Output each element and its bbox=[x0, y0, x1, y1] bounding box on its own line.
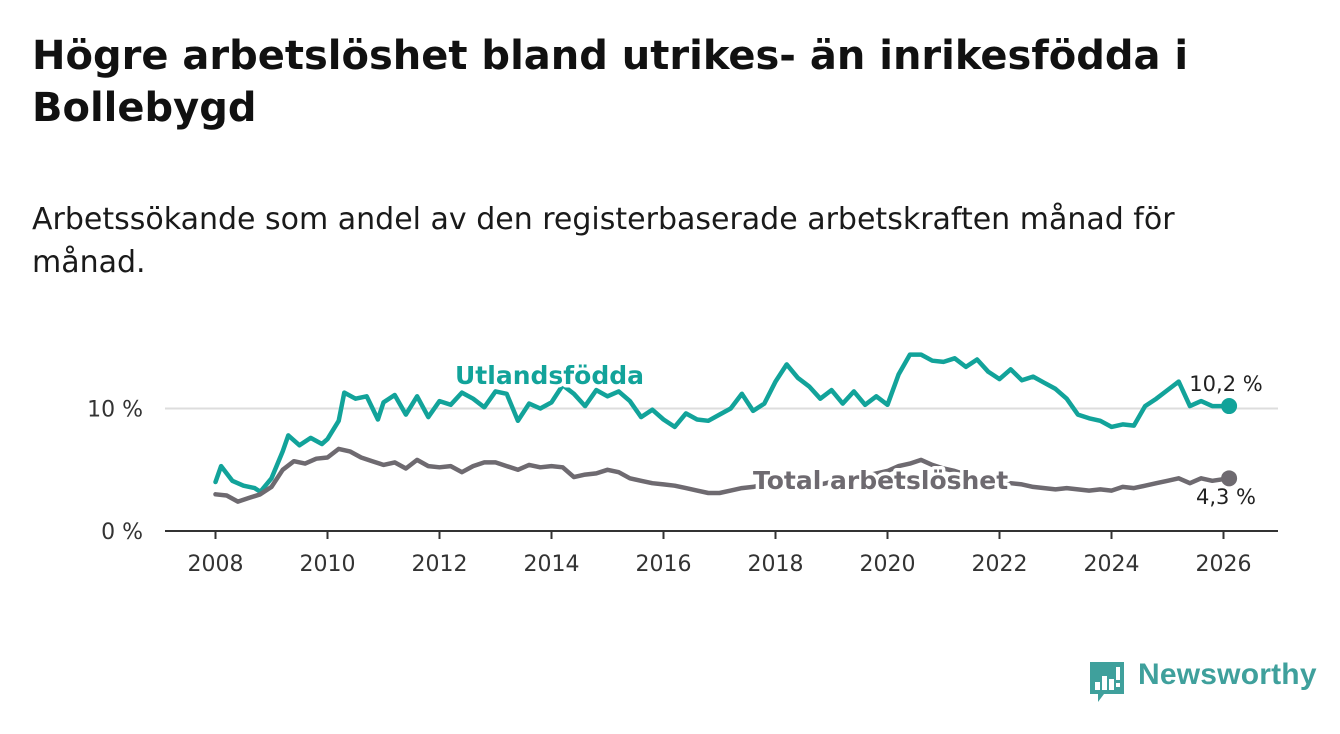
total-end-label: 4,3 % bbox=[1196, 485, 1256, 509]
bar-chart-icon bbox=[1090, 662, 1124, 702]
x-tick-label: 2026 bbox=[1196, 552, 1252, 577]
series-lines bbox=[213, 352, 1238, 504]
utlandsfodda-end-label: 10,2 % bbox=[1189, 372, 1262, 396]
x-tick-label: 2014 bbox=[524, 552, 580, 577]
x-tick-label: 2018 bbox=[748, 552, 804, 577]
chart-title: Högre arbetslöshet bland utrikes- än inr… bbox=[32, 33, 1189, 131]
utlandsfodda-line bbox=[213, 352, 1232, 495]
axes: 0 % 10 % 2008 2010 2012 2014 2016 2018 2020 2022 2… bbox=[87, 398, 1278, 577]
x-tick-label: 2016 bbox=[636, 552, 692, 577]
utlandsfodda-end-marker bbox=[1221, 398, 1238, 415]
y-tick-label: 0 % bbox=[101, 520, 143, 545]
total-end-marker bbox=[1221, 470, 1238, 487]
y-tick-label: 10 % bbox=[87, 398, 143, 423]
x-tick-label: 2024 bbox=[1084, 552, 1140, 577]
x-tick-label: 2008 bbox=[188, 552, 244, 577]
total-series-label: Total arbetslöshet bbox=[753, 466, 1008, 495]
brand-name: Newsworthy bbox=[1138, 658, 1317, 691]
utlandsfodda-series-label: Utlandsfödda bbox=[455, 361, 644, 390]
x-tick-label: 2022 bbox=[972, 552, 1028, 577]
series-labels: Utlandsfödda Total arbetslöshet 10,2 % 4,3 … bbox=[452, 358, 1266, 512]
newsworthy-logo bbox=[1090, 662, 1124, 702]
total-line bbox=[213, 446, 1232, 504]
chart-subtitle: Arbetssökande som andel av den registerb… bbox=[32, 202, 1175, 280]
x-tick-label: 2020 bbox=[860, 552, 916, 577]
x-tick-label: 2010 bbox=[300, 552, 356, 577]
x-tick-label: 2012 bbox=[412, 552, 468, 577]
